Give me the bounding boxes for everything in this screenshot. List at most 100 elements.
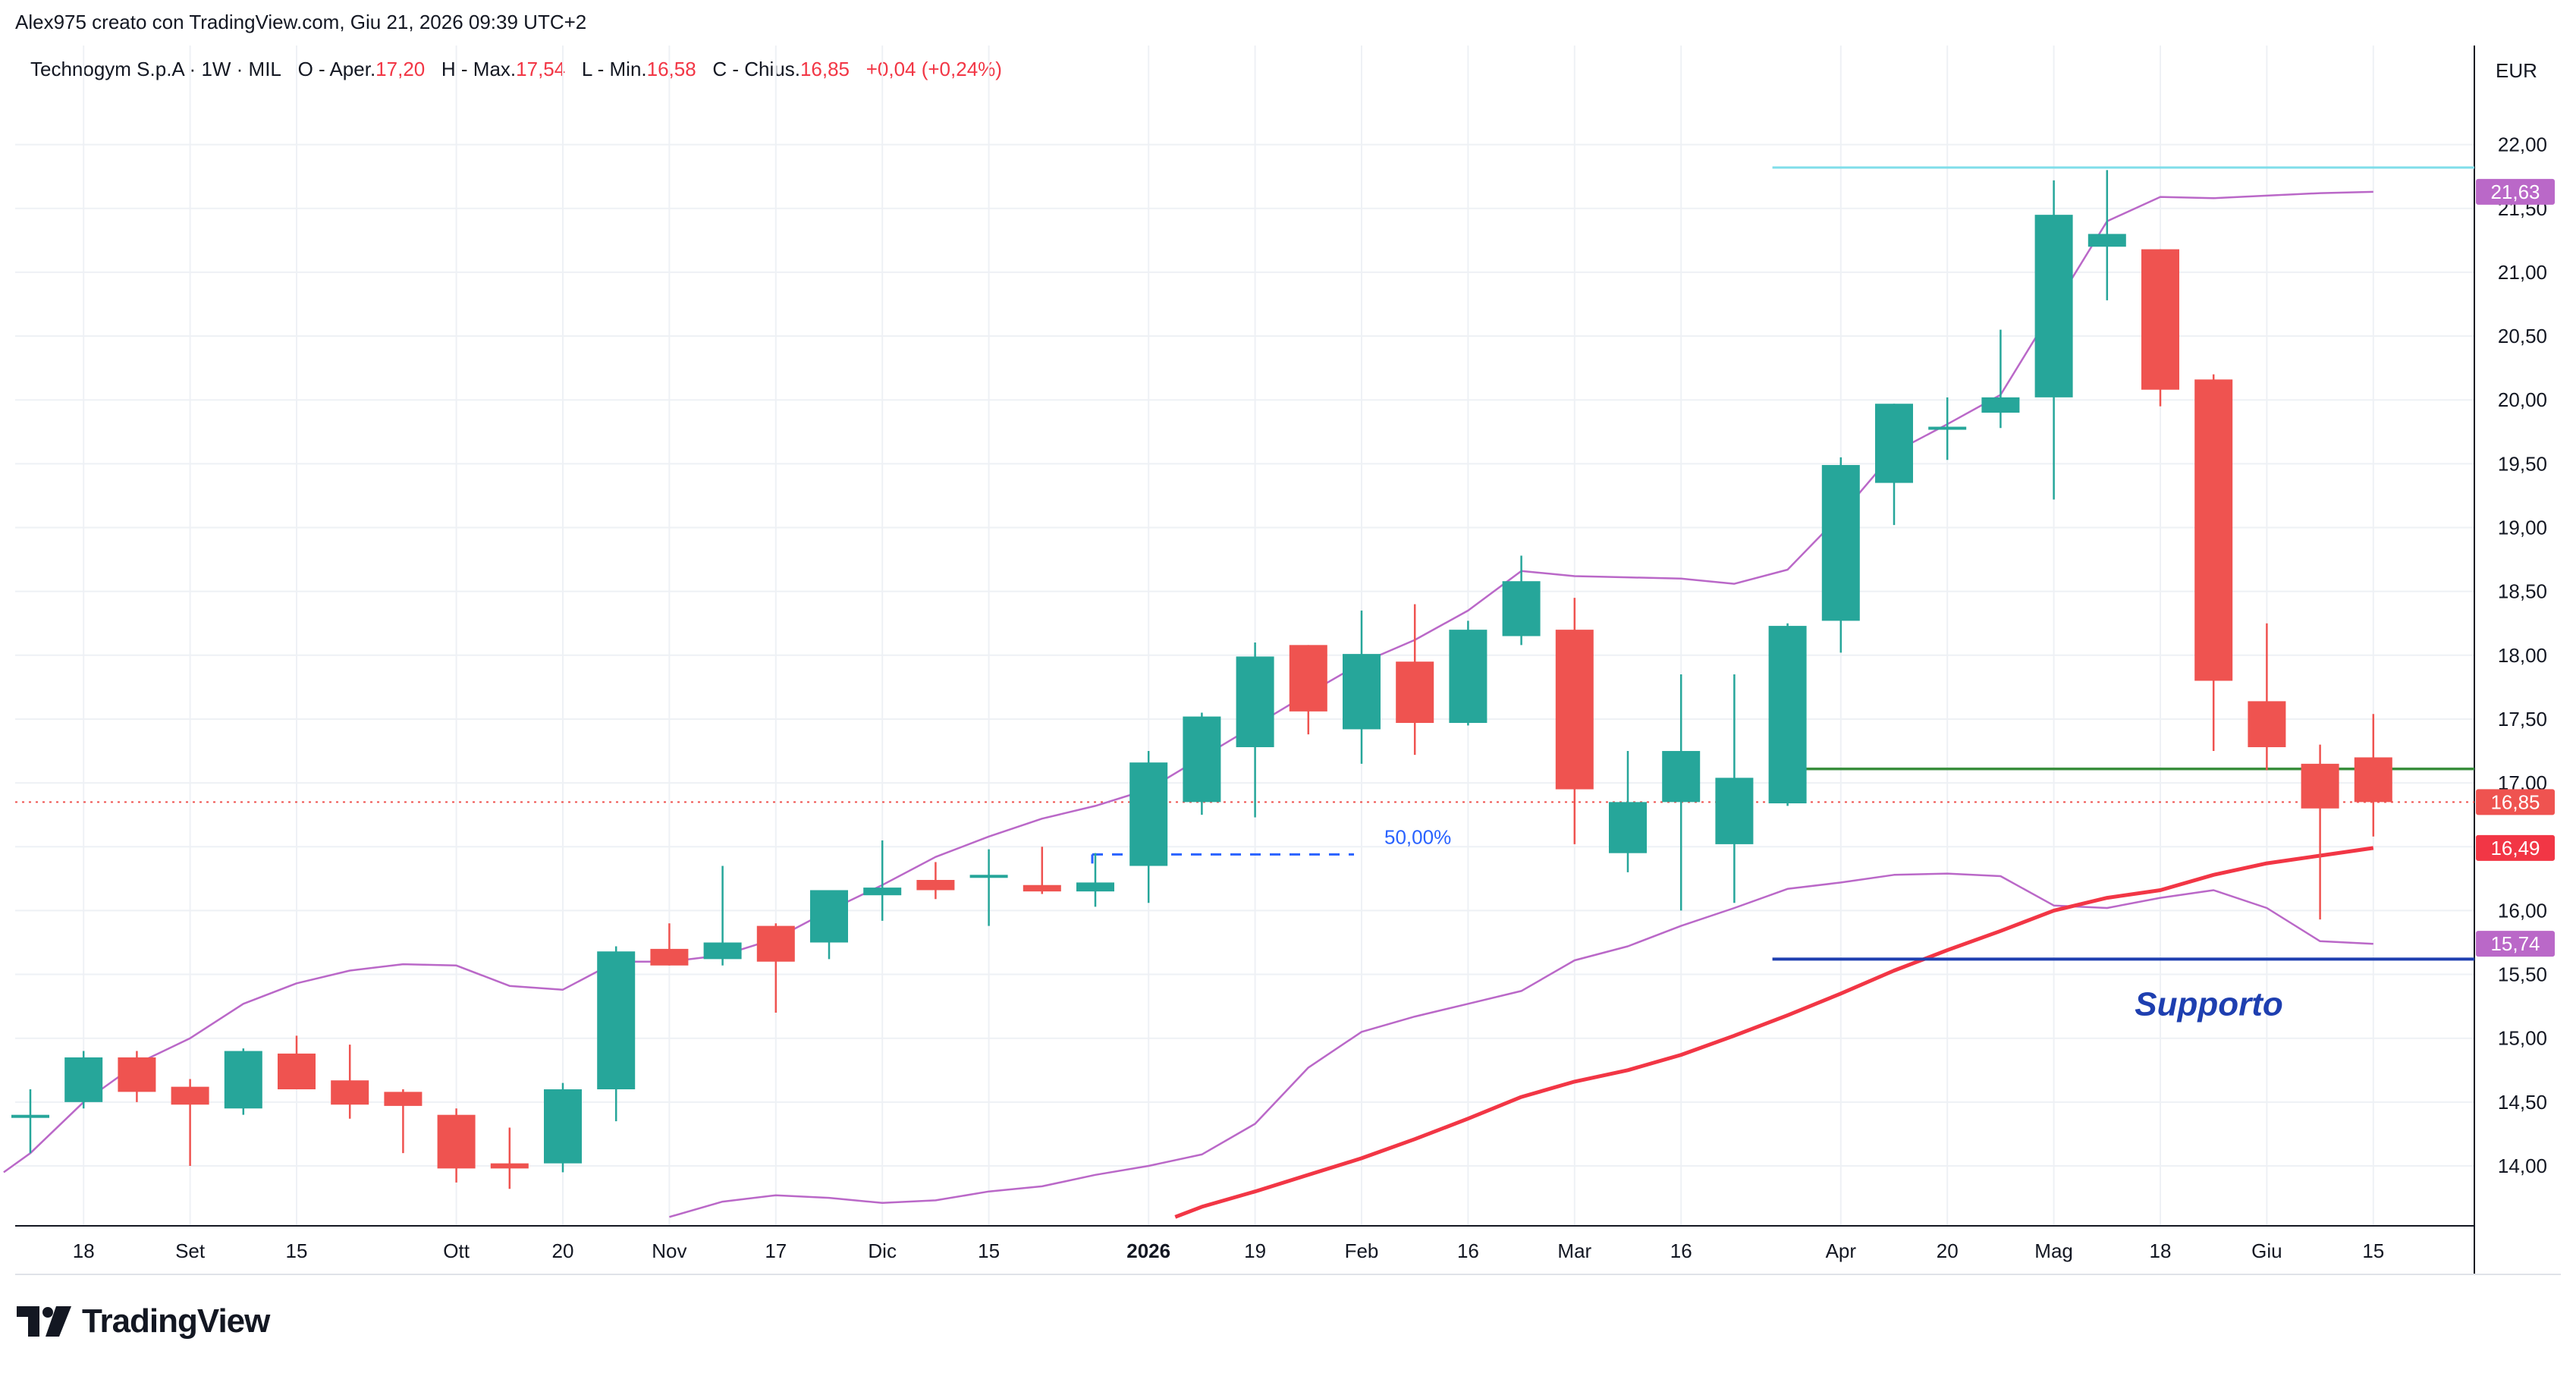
candle-body	[1502, 581, 1541, 636]
low-label: L - Min.	[581, 58, 647, 80]
candle-body	[1609, 802, 1647, 853]
high-label: H - Max.	[441, 58, 517, 80]
candle-body	[1875, 404, 1913, 483]
x-tick-label: Set	[175, 1239, 206, 1262]
candle-body	[437, 1114, 476, 1169]
x-tick-label: 2026	[1126, 1239, 1170, 1262]
candle-body	[331, 1080, 369, 1105]
tradingview-logo-icon	[17, 1306, 71, 1337]
x-tick-label: Nov	[652, 1239, 686, 1262]
candle-body	[1821, 465, 1860, 621]
open-label: O - Aper.	[297, 58, 376, 80]
x-tick-label: 18	[2150, 1239, 2172, 1262]
candle-body	[1928, 426, 1967, 430]
candle-body	[969, 875, 1008, 878]
candle-body	[1768, 626, 1807, 804]
support-annotation: Supporto	[2135, 985, 2283, 1023]
candle-body	[1023, 884, 1061, 892]
x-tick-label: 15	[2362, 1239, 2384, 1262]
chart-author-line: Alex975 creato con TradingView.com, Giu …	[15, 11, 587, 33]
candle-body	[597, 951, 636, 1090]
close-label: C - Chius.	[712, 58, 800, 80]
candle-body	[1396, 661, 1434, 723]
candle-body	[544, 1089, 582, 1164]
candle-body	[1555, 630, 1594, 790]
open-value: 17,20	[375, 58, 426, 80]
candle-body	[2034, 215, 2073, 397]
x-axis-labels: 18 Set 15 Ott 20 Nov 17 Dic 15 2026 19 Feb 16 Mar 16 Ap…	[73, 1239, 2385, 1262]
y-tick-label: 18,50	[2498, 580, 2547, 603]
y-tick-label: 14,00	[2498, 1155, 2547, 1177]
price-label-text: 15,74	[2490, 932, 2540, 955]
y-tick-label: 15,50	[2498, 963, 2547, 986]
x-tick-label: Apr	[1826, 1239, 1857, 1262]
x-tick-label: 19	[1244, 1239, 1266, 1262]
candle-body	[490, 1163, 529, 1169]
candle-body	[810, 890, 848, 943]
x-tick-label: Dic	[868, 1239, 897, 1262]
candle-body	[64, 1057, 103, 1102]
candle-body	[1236, 656, 1274, 747]
y-tick-label: 17,50	[2498, 708, 2547, 730]
x-tick-label: 20	[1937, 1239, 1959, 1262]
candle-body	[2088, 234, 2126, 247]
candle-body	[2354, 757, 2392, 803]
x-tick-label: Mag	[2034, 1239, 2073, 1262]
x-tick-label: Ott	[443, 1239, 470, 1262]
candle-body	[1715, 778, 1754, 844]
candle-body	[756, 925, 795, 962]
candle-body	[916, 880, 955, 891]
candle-body	[278, 1053, 316, 1090]
tradingview-logo-text: TradingView	[82, 1302, 270, 1340]
candle-body	[703, 942, 742, 960]
y-tick-label: 21,00	[2498, 261, 2547, 284]
x-tick-label: Feb	[1345, 1239, 1379, 1262]
x-tick-label: 17	[765, 1239, 787, 1262]
candle-body	[1183, 716, 1221, 803]
price-label-box	[2476, 834, 2555, 861]
price-label-box	[2476, 789, 2555, 815]
upper-band-line	[3, 190, 2373, 1173]
x-tick-label: 15	[978, 1239, 1000, 1262]
candle-body	[1981, 397, 2020, 413]
chart-overlays: Supporto 50,00%	[3, 166, 2474, 1219]
fib-level-label: 50,00%	[1384, 825, 1451, 848]
y-tick-label: 14,50	[2498, 1091, 2547, 1114]
tradingview-logo[interactable]: TradingView	[17, 1299, 270, 1344]
candle-body	[2194, 379, 2233, 681]
candle-body	[1076, 882, 1114, 892]
close-value: 16,85	[800, 58, 850, 80]
moving-average-line	[1174, 846, 2374, 1219]
x-tick-label: 18	[73, 1239, 95, 1262]
symbol-legend: Technogym S.p.A · 1W · MIL O - Aper.17,2…	[30, 58, 1002, 81]
candle-body	[224, 1051, 262, 1109]
change-value: +0,04 (+0,24%)	[865, 58, 1002, 80]
candlesticks	[11, 170, 2392, 1189]
y-tick-label: 19,50	[2498, 452, 2547, 475]
y-tick-label: 22,00	[2498, 134, 2547, 156]
x-tick-label: 20	[552, 1239, 574, 1262]
price-labels: 21,63 16,85 16,49 15,74	[2476, 178, 2555, 957]
x-tick-label: Giu	[2251, 1239, 2282, 1262]
lower-band-line	[669, 872, 2373, 1218]
price-label-box	[2476, 178, 2555, 205]
y-tick-label: 18,00	[2498, 644, 2547, 667]
price-label-text: 16,85	[2490, 790, 2540, 813]
candle-body	[11, 1114, 49, 1118]
candle-body	[2301, 763, 2339, 809]
y-axis-labels: 14,0014,5015,0015,5016,0016,5017,0017,50…	[2498, 134, 2547, 1177]
y-tick-label: 15,00	[2498, 1027, 2547, 1050]
high-value: 17,54	[516, 58, 566, 80]
candle-body	[1289, 645, 1327, 712]
currency-label[interactable]: EUR	[2496, 59, 2537, 82]
candle-body	[863, 888, 902, 896]
candle-body	[650, 948, 689, 966]
candle-body	[1129, 762, 1168, 866]
symbol-name[interactable]: Technogym S.p.A · 1W · MIL	[30, 58, 281, 80]
low-value: 16,58	[646, 58, 696, 80]
price-label-box	[2476, 931, 2555, 957]
x-tick-label: 15	[286, 1239, 308, 1262]
candle-body	[1662, 751, 1701, 803]
candle-body	[384, 1092, 423, 1106]
